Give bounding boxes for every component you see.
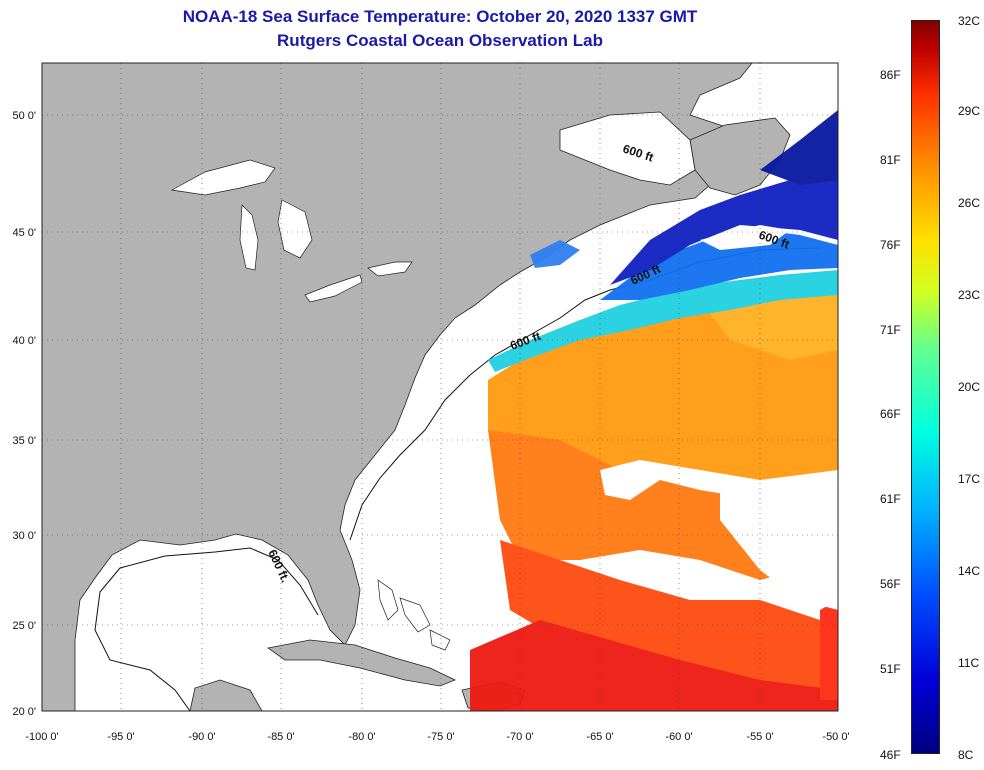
map-frame <box>41 62 839 712</box>
lat-tick-label: 25 0' <box>12 620 36 632</box>
lat-tick-label: 20 0' <box>12 706 36 718</box>
lat-tick-label: 40 0' <box>12 335 36 347</box>
colorbar-fahrenheit-label: 46F <box>880 748 901 762</box>
lon-tick-label: -50 0' <box>822 731 849 743</box>
map-subtitle: Rutgers Coastal Ocean Observation Lab <box>277 31 603 50</box>
map-title: NOAA-18 Sea Surface Temperature: October… <box>182 7 698 26</box>
colorbar-celsius-label: 29C <box>958 104 981 118</box>
colorbar-celsius-label: 17C <box>958 472 981 486</box>
colorbar-fahrenheit-label: 61F <box>880 492 901 506</box>
lat-tick-label: 35 0' <box>12 435 36 447</box>
colorbar-fahrenheit-label: 56F <box>880 577 901 591</box>
lon-tick-label: -90 0' <box>188 731 215 743</box>
lake-superior <box>170 159 276 196</box>
lon-tick-label: -100 0' <box>25 731 58 743</box>
colorbar-fahrenheit-label: 76F <box>880 238 901 252</box>
lat-tick-label: 45 0' <box>12 227 36 239</box>
colorbar-fahrenheit-label: 86F <box>880 68 901 82</box>
lat-tick-label: 50 0' <box>12 110 36 122</box>
colorbar-celsius-label: 26C <box>958 196 981 210</box>
colorbar-celsius-label: 23C <box>958 288 981 302</box>
colorbar-celsius-label: 8C <box>958 748 974 762</box>
lon-tick-label: -65 0' <box>586 731 613 743</box>
lat-tick-label: 30 0' <box>12 530 36 542</box>
lake-erie <box>304 274 363 303</box>
colorbar-celsius-label: 32C <box>958 14 981 28</box>
bahamas-outline <box>377 579 451 651</box>
lake-ontario <box>367 261 413 277</box>
lon-tick-label: -60 0' <box>665 731 692 743</box>
lake-michigan <box>239 204 259 271</box>
temperature-colorbar <box>911 20 940 754</box>
st-lawrence-water <box>559 111 696 186</box>
lon-tick-label: -55 0' <box>746 731 773 743</box>
depth-contour-gulf <box>94 547 319 711</box>
lon-tick-label: -85 0' <box>267 731 294 743</box>
sst-field <box>470 110 838 711</box>
colorbar-celsius-label: 11C <box>958 656 980 670</box>
colorbar-fahrenheit-label: 71F <box>880 323 901 337</box>
lon-tick-label: -95 0' <box>107 731 134 743</box>
cuba-land <box>266 639 456 687</box>
colorbar-celsius-label: 20C <box>958 380 981 394</box>
colorbar-celsius-label: 14C <box>958 564 981 578</box>
colorbar-fahrenheit-label: 81F <box>880 153 901 167</box>
lon-tick-label: -75 0' <box>427 731 454 743</box>
lon-tick-label: -70 0' <box>506 731 533 743</box>
yucatan-land <box>189 679 263 711</box>
lon-tick-label: -80 0' <box>348 731 375 743</box>
colorbar-fahrenheit-label: 66F <box>880 407 901 421</box>
colorbar-fahrenheit-label: 51F <box>880 662 901 676</box>
graticule <box>42 63 838 711</box>
lake-huron <box>277 199 313 259</box>
